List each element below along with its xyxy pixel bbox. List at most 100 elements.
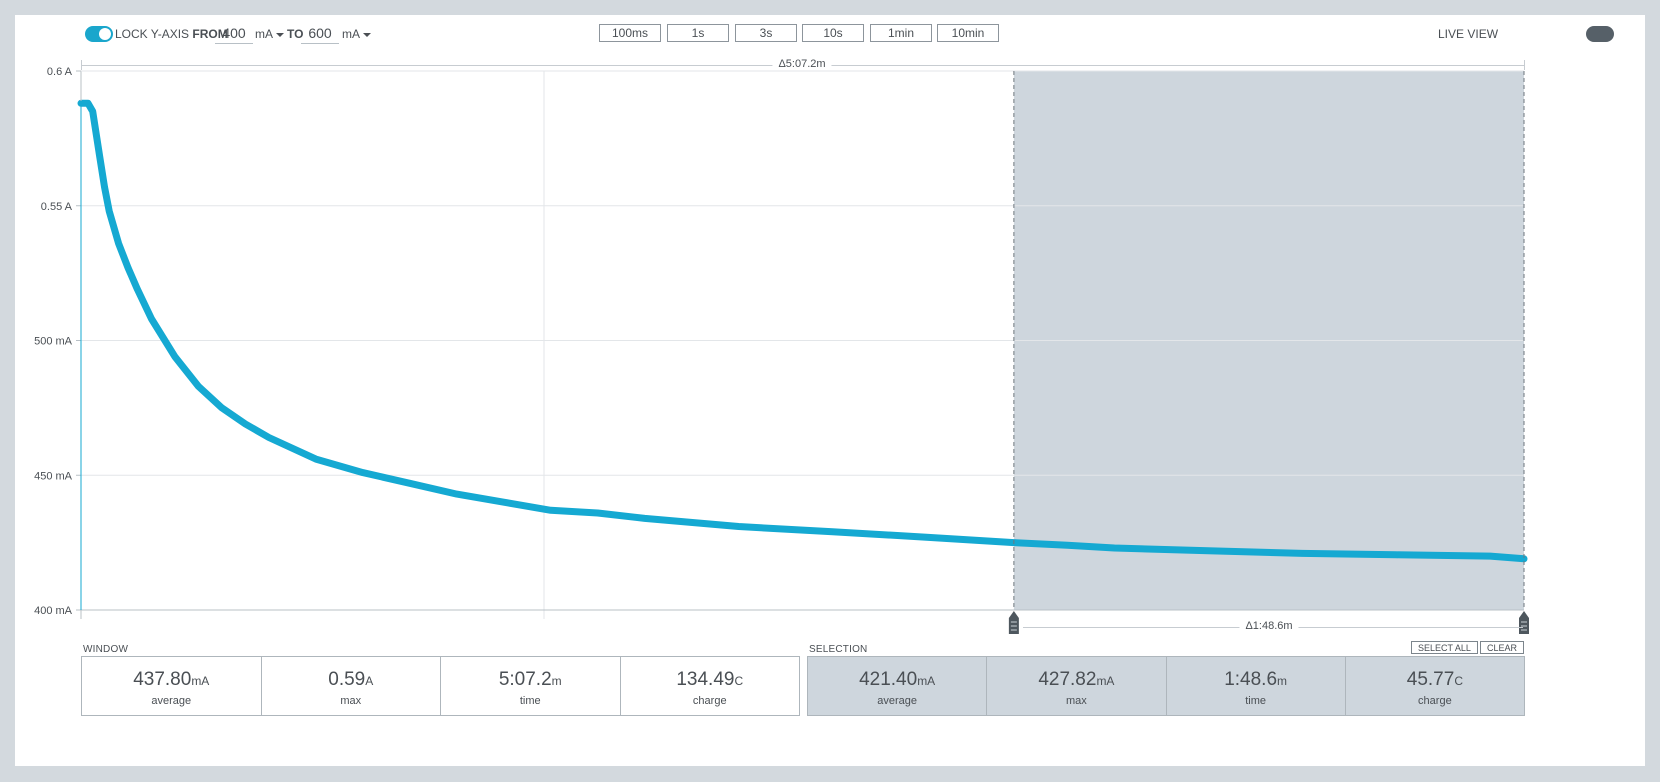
stat-unit: mA — [917, 674, 936, 688]
to-label: TO — [287, 27, 303, 41]
trace-point — [103, 186, 105, 188]
stat-number: 421.40 — [859, 669, 918, 690]
trace-point — [136, 288, 138, 290]
trace-point — [174, 356, 176, 358]
y-tick-label: 450 mA — [34, 470, 73, 482]
trace-point — [221, 407, 223, 409]
stat-time: 5:07.2m time — [441, 657, 621, 715]
stat-max: 0.59A max — [262, 657, 441, 715]
window-1s-button[interactable]: 1s — [667, 24, 729, 42]
trace-point — [409, 482, 411, 484]
y-tick-label: 0.55 A — [41, 201, 73, 213]
stat-value: 437.80mA — [82, 669, 261, 692]
stat-number: 0.59 — [328, 669, 366, 690]
trace-point — [597, 512, 599, 514]
stat-value: 5:07.2m — [441, 669, 620, 692]
window-100ms-button[interactable]: 100ms — [599, 24, 661, 42]
stat-number: 134.49 — [676, 669, 735, 690]
current-chart[interactable]: 0.6 A 0.55 A 500 mA 450 mA 400 mA — [15, 15, 1645, 655]
stat-number: 5:07.2 — [498, 669, 552, 690]
trace-point — [99, 156, 101, 158]
selection-span-label: Δ1:48.6m — [1239, 620, 1299, 632]
select-all-button[interactable]: SELECT ALL — [1411, 641, 1478, 654]
selection-end-handle[interactable] — [1519, 611, 1529, 634]
selection-stats-box: 421.40mA average 427.82mA max 1:48.6m time … — [807, 656, 1525, 716]
trace-point — [926, 536, 928, 538]
window-10min-button[interactable]: 10min — [937, 24, 999, 42]
trace-point — [268, 437, 270, 439]
trace-point — [118, 242, 120, 244]
stat-unit: m — [551, 674, 562, 688]
trace-point — [127, 267, 129, 269]
lock-y-axis-toggle[interactable] — [85, 26, 113, 42]
chevron-down-icon — [276, 32, 284, 37]
selection-stats-title: SELECTION — [809, 644, 868, 655]
trace-point — [1207, 550, 1209, 552]
stat-label: max — [340, 695, 362, 707]
selection-handles[interactable] — [1008, 71, 1529, 634]
stat-charge: 45.77C charge — [1346, 657, 1524, 715]
stat-label: charge — [1418, 695, 1452, 707]
trace-point — [1489, 555, 1491, 557]
chart-toolbar: LOCK Y-AXIS FROM mA TO mA 100ms 1s 3s 10… — [15, 15, 1645, 49]
trace-point — [738, 525, 740, 527]
trace-point — [315, 458, 317, 460]
stat-unit: A — [365, 674, 374, 688]
stat-label: average — [877, 695, 917, 707]
stat-value: 1:48.6m — [1167, 669, 1345, 692]
from-unit-dropdown[interactable]: mA — [255, 27, 284, 41]
trace-point — [108, 210, 110, 212]
trace-point — [832, 531, 834, 533]
selection-start-handle[interactable] — [1008, 611, 1019, 634]
y-tick-label: 400 mA — [34, 605, 73, 617]
clear-selection-button[interactable]: CLEAR — [1480, 641, 1525, 654]
window-10s-button[interactable]: 10s — [802, 24, 864, 42]
trace-point — [244, 423, 246, 425]
stat-average: 421.40mA average — [808, 657, 988, 715]
trace-point — [1523, 558, 1525, 560]
stat-time: 1:48.6m time — [1167, 657, 1346, 715]
stat-unit: m — [1277, 674, 1288, 688]
stat-unit: C — [1454, 674, 1463, 688]
toggle-knob — [99, 28, 111, 40]
trace-point — [362, 472, 364, 474]
stat-label: time — [1245, 695, 1267, 707]
live-view-toggle[interactable] — [1586, 26, 1614, 42]
y-tick-label: 0.6 A — [47, 66, 73, 78]
window-1min-button[interactable]: 1min — [870, 24, 932, 42]
trace-point — [644, 517, 646, 519]
stat-unit: mA — [1096, 674, 1115, 688]
trace-point — [456, 493, 458, 495]
y-axis-to-input[interactable] — [301, 23, 339, 44]
current-trace — [77, 99, 1528, 563]
trace-point — [1395, 554, 1397, 556]
live-view-label: LIVE VIEW — [1438, 27, 1499, 41]
to-label-text: TO — [287, 27, 304, 41]
stat-number: 1:48.6 — [1224, 669, 1278, 690]
to-unit-text: mA — [342, 27, 360, 41]
stat-label: charge — [692, 695, 727, 707]
stat-value: 45.77C — [1346, 669, 1524, 692]
to-unit-dropdown[interactable]: mA — [342, 27, 371, 41]
trace-point — [1113, 547, 1115, 549]
window-span-label: Δ5:07.2m — [772, 58, 832, 70]
y-tick-label: 500 mA — [34, 336, 73, 348]
trace-point — [197, 385, 199, 387]
window-stats-title: WINDOW — [83, 644, 129, 655]
stat-value: 134.49C — [621, 669, 800, 692]
power-profiler-panel: LOCK Y-AXIS FROM mA TO mA 100ms 1s 3s 10… — [15, 15, 1645, 766]
trace-point — [1066, 544, 1068, 546]
stat-label: average — [151, 695, 192, 707]
span-cap-right — [1524, 60, 1525, 70]
stat-number: 437.80 — [133, 669, 192, 690]
window-3s-button[interactable]: 3s — [735, 24, 797, 42]
trace-point — [92, 110, 94, 112]
stat-label: max — [1065, 695, 1087, 707]
stat-max: 427.82mA max — [987, 657, 1167, 715]
stat-charge: 134.49C charge — [621, 657, 800, 715]
stat-number: 427.82 — [1038, 669, 1097, 690]
y-axis-from-input[interactable] — [215, 23, 253, 44]
stat-label: time — [519, 695, 541, 707]
stat-value: 427.82mA — [987, 669, 1165, 692]
trace-point — [1301, 552, 1303, 554]
